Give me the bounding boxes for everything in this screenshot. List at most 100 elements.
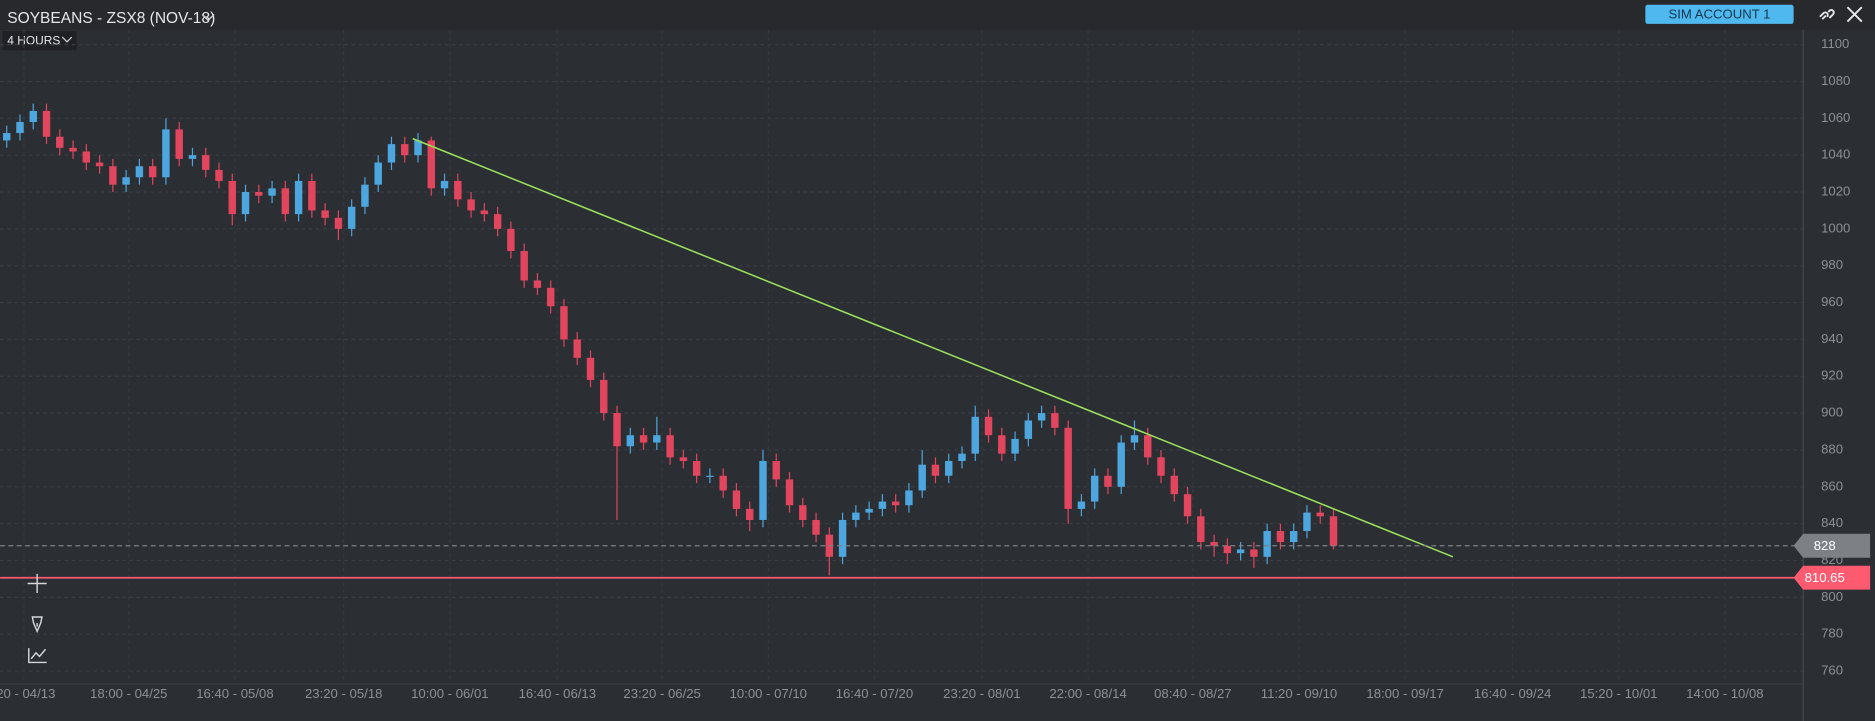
candle-body [679, 457, 688, 462]
indicator-tool[interactable] [28, 648, 47, 664]
candle-body [878, 501, 887, 509]
header-bar [0, 0, 1875, 30]
y-tick-label: 920 [1821, 368, 1843, 383]
candle-body [69, 147, 77, 152]
candle-body [1276, 531, 1285, 543]
x-tick-label: 10:00 - 07/10 [730, 686, 807, 701]
candle-body [998, 435, 1006, 454]
x-tick-label: 16:40 - 09/24 [1474, 686, 1551, 701]
price-tag [1793, 565, 1871, 590]
candle-body [507, 228, 515, 251]
candle-body [1183, 494, 1192, 517]
candle-body [520, 250, 528, 281]
x-tick-label: 16:40 - 05/08 [196, 686, 273, 701]
candle-body [852, 512, 860, 520]
candle-body [454, 180, 462, 200]
candle-body [918, 464, 926, 491]
candle-body [1316, 512, 1324, 517]
candle-body [533, 280, 542, 288]
candle-body [2, 133, 11, 141]
candle-body [308, 180, 316, 211]
candle-body [745, 508, 754, 520]
candle-body [653, 435, 661, 443]
candle-body [1051, 413, 1059, 428]
candle-body [215, 169, 223, 181]
interval-chevron [61, 36, 73, 43]
candle-body [467, 199, 475, 211]
candle-body [1011, 438, 1019, 454]
candle-body [361, 184, 369, 207]
candle-body [931, 464, 940, 476]
candle-body [493, 214, 502, 229]
candle-body [1157, 457, 1165, 476]
candle-body [546, 287, 555, 307]
candle-body [958, 453, 966, 462]
close-icon[interactable] [1846, 6, 1863, 23]
candle-body [82, 151, 91, 163]
candle-body [1303, 512, 1311, 532]
candle-body [268, 188, 276, 196]
y-tick-label: 880 [1821, 441, 1843, 456]
x-tick-label: 18:00 - 04/25 [90, 686, 167, 701]
candle-body [600, 379, 608, 414]
draw-tool[interactable] [31, 616, 43, 634]
candle-body [891, 501, 900, 506]
candle-body [16, 122, 24, 134]
candle-body [188, 155, 197, 159]
symbol-dropdown[interactable] [201, 13, 215, 22]
candle-body [613, 413, 621, 447]
candle-body [1170, 475, 1178, 495]
y-tick-label: 960 [1821, 294, 1843, 309]
candle-body [984, 416, 993, 436]
candle-body [228, 180, 236, 215]
candle-body [1223, 545, 1232, 554]
candle-body [480, 210, 489, 215]
candle-body [706, 475, 714, 477]
x-tick-label: 23:20 - 06/25 [623, 686, 700, 701]
candle-body [692, 461, 701, 476]
candle-body [347, 206, 356, 229]
x-tick-label: 18:00 - 09/17 [1366, 686, 1443, 701]
candle-body [148, 166, 157, 178]
x-tick-label: 14:00 - 10/08 [1686, 686, 1763, 701]
y-tick-label: 1000 [1821, 220, 1850, 235]
candle-body [812, 519, 820, 535]
price-tag-label: 828 [1814, 538, 1836, 553]
crosshair-tool[interactable] [27, 573, 47, 594]
y-tick-label: 860 [1821, 478, 1843, 493]
chart-title: SOYBEANS - ZSX8 (NOV-18) [7, 10, 215, 27]
candle-body [1130, 435, 1139, 443]
account-button[interactable]: SIM ACCOUNT 1 [1645, 4, 1794, 24]
y-tick-label: 980 [1821, 257, 1843, 272]
y-tick-label: 1020 [1821, 183, 1850, 198]
y-tick-label: 780 [1821, 626, 1843, 641]
account-label: SIM ACCOUNT 1 [1668, 6, 1770, 21]
candle-body [1329, 516, 1338, 546]
x-tick-label: 22:00 - 08/14 [1049, 686, 1126, 701]
candle-body [1250, 549, 1258, 557]
candle-body [865, 508, 873, 513]
candle-body [1236, 549, 1245, 554]
price-tag [1793, 533, 1871, 558]
x-tick-label: :20 - 04/13 [0, 686, 55, 701]
interval-button[interactable]: 4 HOURS [2, 31, 77, 51]
candle-body [785, 479, 794, 506]
candle-body [1064, 427, 1072, 509]
candle-body [1090, 475, 1099, 502]
candle-body [838, 519, 847, 557]
interval-bg [2, 31, 77, 51]
candle-body [95, 162, 104, 167]
account-bg [1645, 4, 1794, 24]
trendline [412, 137, 1454, 558]
candle-body [135, 166, 144, 178]
candle-body [1024, 420, 1033, 439]
x-tick-label: 16:40 - 07/20 [836, 686, 913, 701]
y-tick-label: 900 [1821, 405, 1843, 420]
y-tick-label: 940 [1821, 331, 1843, 346]
candle-body [573, 339, 581, 358]
link-icon[interactable] [1819, 9, 1835, 20]
link-shape [1819, 9, 1835, 20]
candle-body [56, 136, 64, 148]
plot-area [0, 29, 1804, 684]
y-tick-label: 800 [1821, 589, 1843, 604]
